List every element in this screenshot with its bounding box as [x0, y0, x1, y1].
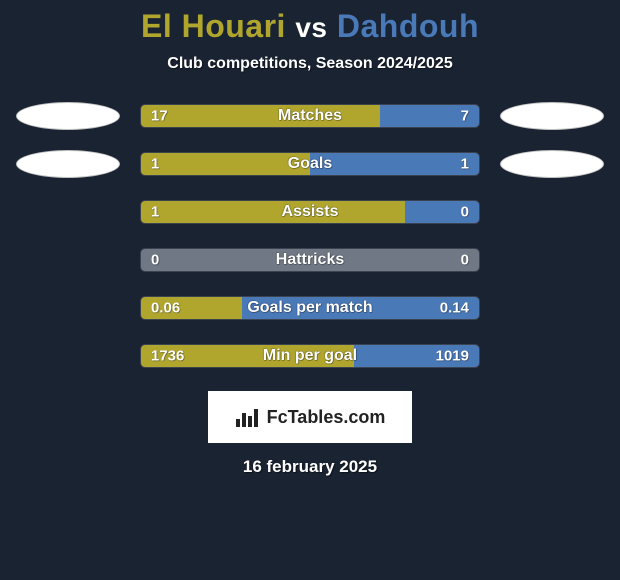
bar-segment-left	[141, 153, 310, 175]
stat-bar: 11Goals	[140, 152, 480, 176]
stat-row: 177Matches	[0, 103, 620, 129]
brand-text: FcTables.com	[267, 407, 386, 428]
player2-name: Dahdouh	[337, 8, 479, 44]
stat-row: 0.060.14Goals per match	[0, 295, 620, 321]
stat-row: 00Hattricks	[0, 247, 620, 273]
bar-segment-left	[141, 249, 479, 271]
stat-row: 10Assists	[0, 199, 620, 225]
team-badge-right	[500, 102, 604, 130]
bar-segment-left	[141, 105, 380, 127]
vs-separator: vs	[295, 12, 327, 43]
stat-bar: 177Matches	[140, 104, 480, 128]
subtitle: Club competitions, Season 2024/2025	[0, 55, 620, 73]
comparison-infographic: El Houari vs Dahdouh Club competitions, …	[0, 0, 620, 477]
bar-segment-right	[310, 153, 479, 175]
player1-name: El Houari	[141, 8, 286, 44]
brand-badge: FcTables.com	[208, 391, 412, 443]
stat-bar: 0.060.14Goals per match	[140, 296, 480, 320]
stat-row: 17361019Min per goal	[0, 343, 620, 369]
stat-rows: 177Matches 11Goals 10Assists 00Hattricks 0.0…	[0, 103, 620, 369]
bar-segment-right	[242, 297, 479, 319]
stat-row: 11Goals	[0, 151, 620, 177]
stat-bar: 00Hattricks	[140, 248, 480, 272]
bar-segment-left	[141, 201, 405, 223]
stat-bar: 10Assists	[140, 200, 480, 224]
stat-bar: 17361019Min per goal	[140, 344, 480, 368]
date-text: 16 february 2025	[0, 457, 620, 477]
bar-segment-right	[405, 201, 479, 223]
bar-segment-right	[354, 345, 479, 367]
team-badge-right	[500, 150, 604, 178]
team-badge-left	[16, 150, 120, 178]
title: El Houari vs Dahdouh	[0, 8, 620, 45]
bar-segment-left	[141, 297, 242, 319]
bar-segment-right	[380, 105, 479, 127]
bar-segment-left	[141, 345, 354, 367]
bar-chart-icon	[235, 407, 259, 427]
team-badge-left	[16, 102, 120, 130]
